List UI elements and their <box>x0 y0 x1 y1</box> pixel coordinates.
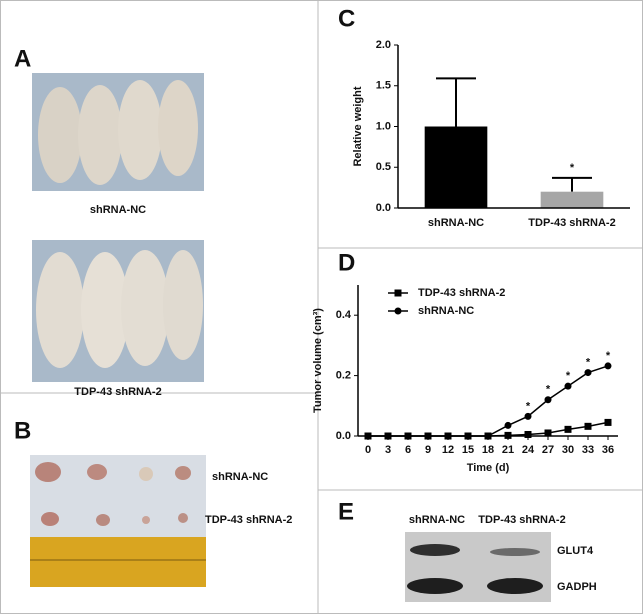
marker <box>524 412 532 420</box>
y-tick-label: 0.0 <box>376 202 391 214</box>
blot-column-label: TDP-43 shRNA-2 <box>478 514 565 526</box>
series-line <box>368 365 609 437</box>
y-tick-label: 0.5 <box>376 161 391 173</box>
tumor-photo <box>30 455 206 587</box>
blot-row-label: GADPH <box>557 581 597 593</box>
significance-mark: * <box>526 400 531 412</box>
mouse-photo <box>32 73 204 191</box>
significance-mark: * <box>566 370 571 382</box>
photo-caption: shRNA-NC <box>212 471 268 483</box>
x-tick-label: 3 <box>385 444 391 456</box>
marker <box>364 432 372 440</box>
significance-mark: * <box>570 162 575 174</box>
legend-marker <box>394 307 402 315</box>
marker <box>564 382 572 390</box>
bar <box>540 191 604 208</box>
marker <box>504 431 512 439</box>
panel-label: D <box>338 249 355 276</box>
x-tick-label: 6 <box>405 444 411 456</box>
significance-mark: * <box>586 356 591 368</box>
marker <box>444 432 452 440</box>
significance-mark: * <box>606 350 611 362</box>
bar <box>424 126 488 208</box>
y-tick-label: 1.0 <box>376 120 391 132</box>
marker <box>424 432 432 440</box>
panel-label: E <box>338 498 354 525</box>
photo-caption: TDP-43 shRNA-2 <box>74 386 161 398</box>
marker <box>604 362 612 370</box>
marker <box>604 418 612 426</box>
x-tick-label: 12 <box>442 444 454 456</box>
y-tick-label: 1.5 <box>376 80 391 92</box>
marker <box>544 396 552 404</box>
x-tick-label: 15 <box>462 444 474 456</box>
y-tick-label: 0.4 <box>336 309 352 321</box>
x-axis-label: Time (d) <box>467 462 510 474</box>
photo-caption: TDP-43 shRNA-2 <box>205 514 292 526</box>
marker <box>584 422 592 430</box>
x-tick-label: TDP-43 shRNA-2 <box>528 217 615 229</box>
x-tick-label: 9 <box>425 444 431 456</box>
mouse-photo <box>32 240 204 382</box>
x-tick-label: 36 <box>602 444 614 456</box>
blot-row-label: GLUT4 <box>557 545 594 557</box>
y-tick-label: 0.0 <box>336 430 351 442</box>
marker <box>584 369 592 377</box>
marker <box>544 429 552 437</box>
panel-label: A <box>14 45 31 72</box>
marker <box>504 421 512 429</box>
x-tick-label: 0 <box>365 444 371 456</box>
y-tick-label: 0.2 <box>336 370 351 382</box>
x-tick-label: 24 <box>522 444 535 456</box>
marker <box>564 425 572 433</box>
x-tick-label: shRNA-NC <box>428 217 484 229</box>
marker <box>464 432 472 440</box>
legend-label: shRNA-NC <box>418 305 474 317</box>
blot-column-label: shRNA-NC <box>409 514 465 526</box>
legend-label: TDP-43 shRNA-2 <box>418 287 505 299</box>
photo-caption: shRNA-NC <box>90 204 146 216</box>
panel-label: B <box>14 417 31 444</box>
legend-marker <box>394 289 402 297</box>
x-tick-label: 21 <box>502 444 514 456</box>
x-tick-label: 27 <box>542 444 554 456</box>
marker <box>404 432 412 440</box>
marker <box>484 432 492 440</box>
y-axis-label: Relative weight <box>352 86 364 166</box>
x-tick-label: 33 <box>582 444 594 456</box>
western-blot <box>405 532 551 602</box>
panel-label: C <box>338 5 355 32</box>
y-axis-label: Tumor volume (cm³) <box>312 308 324 413</box>
marker <box>384 432 392 440</box>
x-tick-label: 18 <box>482 444 494 456</box>
significance-mark: * <box>546 384 551 396</box>
marker <box>524 430 532 438</box>
x-tick-label: 30 <box>562 444 574 456</box>
y-tick-label: 2.0 <box>376 39 391 51</box>
